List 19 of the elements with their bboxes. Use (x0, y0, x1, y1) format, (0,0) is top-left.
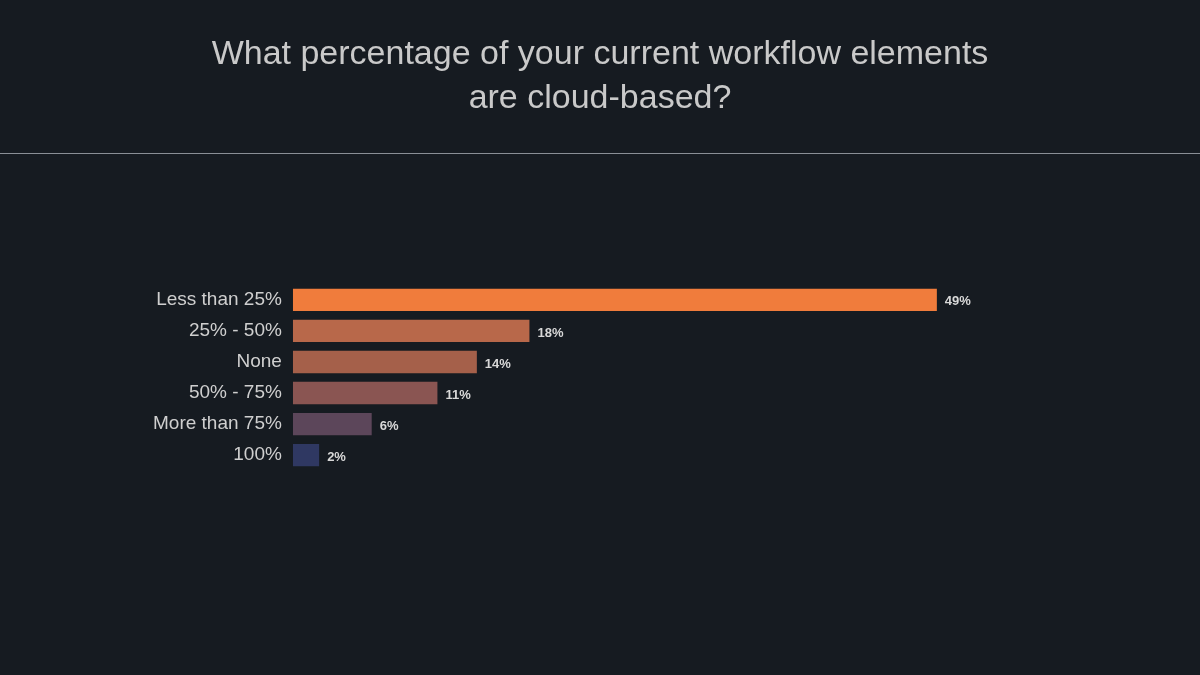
bar (292, 443, 320, 467)
bar (292, 412, 372, 436)
data-label: 14% (484, 355, 512, 371)
data-label: 2% (327, 448, 347, 464)
y-tick-label: Less than 25% (156, 288, 282, 310)
y-tick-label: None (236, 350, 282, 372)
data-label: 49% (944, 293, 972, 309)
chart-title: What percentage of your current workflow elements are cloud-based? (210, 32, 990, 117)
y-tick-label: More than 75% (152, 412, 282, 434)
data-label: 18% (537, 324, 564, 340)
bar (292, 288, 937, 312)
y-tick-label: 100% (233, 443, 282, 465)
bar (292, 350, 477, 374)
data-label: 6% (379, 417, 399, 433)
y-tick-label: 25% - 50% (188, 319, 282, 341)
data-label: 11% (445, 386, 472, 402)
y-tick-label: 50% - 75% (188, 381, 282, 403)
bar (292, 319, 530, 343)
bar (292, 381, 438, 405)
